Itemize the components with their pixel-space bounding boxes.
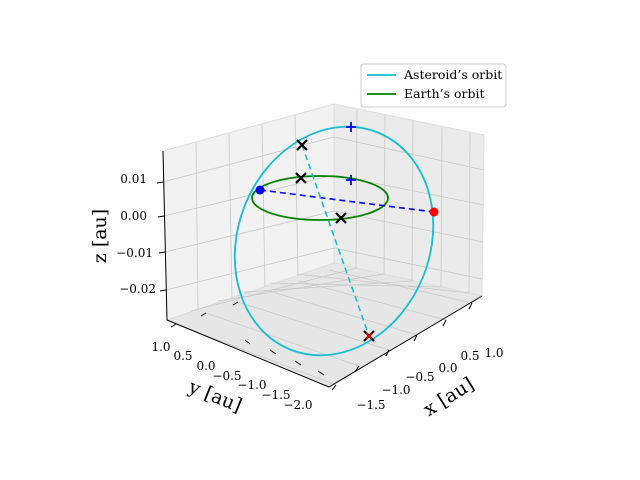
x-tick-label: −1.0	[381, 383, 410, 397]
descending-node-dot	[255, 185, 265, 195]
y-tick-label: 0.5	[173, 349, 192, 363]
legend-box	[360, 63, 507, 108]
z-axis-label: z [au]	[89, 209, 111, 263]
legend-earth-label: Earth’s orbit	[404, 86, 485, 101]
y-tick-label: −0.5	[212, 369, 241, 383]
x-tick-label: 1.0	[484, 346, 503, 360]
axis-spines	[162, 150, 483, 388]
x-tick-label: −0.5	[405, 370, 434, 384]
ascending-node-dot	[429, 207, 439, 217]
x-tick-labels: −1.5 −1.0 −0.5 0.0 0.5 1.0	[356, 346, 503, 412]
y-tick-label: 1.0	[151, 340, 170, 354]
earth-orbit-line	[251, 175, 389, 221]
x-tick-label: 0.5	[460, 349, 479, 363]
plus-marker-top	[346, 122, 356, 132]
aphelion-x-marker	[296, 139, 308, 151]
z-tick-label: −0.01	[116, 246, 153, 260]
z-tick-label: 0.00	[120, 209, 147, 223]
x-tick-label: −1.5	[356, 398, 385, 412]
asteroid-orbit-line	[233, 125, 435, 357]
z-tick-label: 0.01	[120, 172, 147, 186]
apsis-line	[301, 144, 370, 337]
tick-marks	[156, 181, 473, 391]
y-tick-labels: 1.0 0.5 0.0 −0.5 −1.0 −1.5 −2.0	[151, 340, 312, 412]
legend-asteroid-label: Asteroid’s orbit	[403, 67, 502, 82]
y-tick-label: −1.5	[261, 388, 290, 402]
earth-x-marker	[295, 172, 307, 184]
z-tick-labels: 0.01 0.00 −0.01 −0.02	[116, 172, 156, 296]
perihelion-x-marker	[363, 330, 375, 342]
z-tick-label: −0.02	[119, 282, 156, 296]
sun-x-marker	[335, 212, 347, 224]
y-tick-label: −1.0	[237, 378, 266, 392]
y-tick-label: 0.0	[196, 359, 215, 373]
legend: Asteroid’s orbit Earth’s orbit	[360, 63, 507, 108]
y-tick-label: −2.0	[283, 398, 312, 412]
x-tick-label: 0.0	[438, 361, 457, 375]
plus-marker-middle	[346, 175, 356, 185]
